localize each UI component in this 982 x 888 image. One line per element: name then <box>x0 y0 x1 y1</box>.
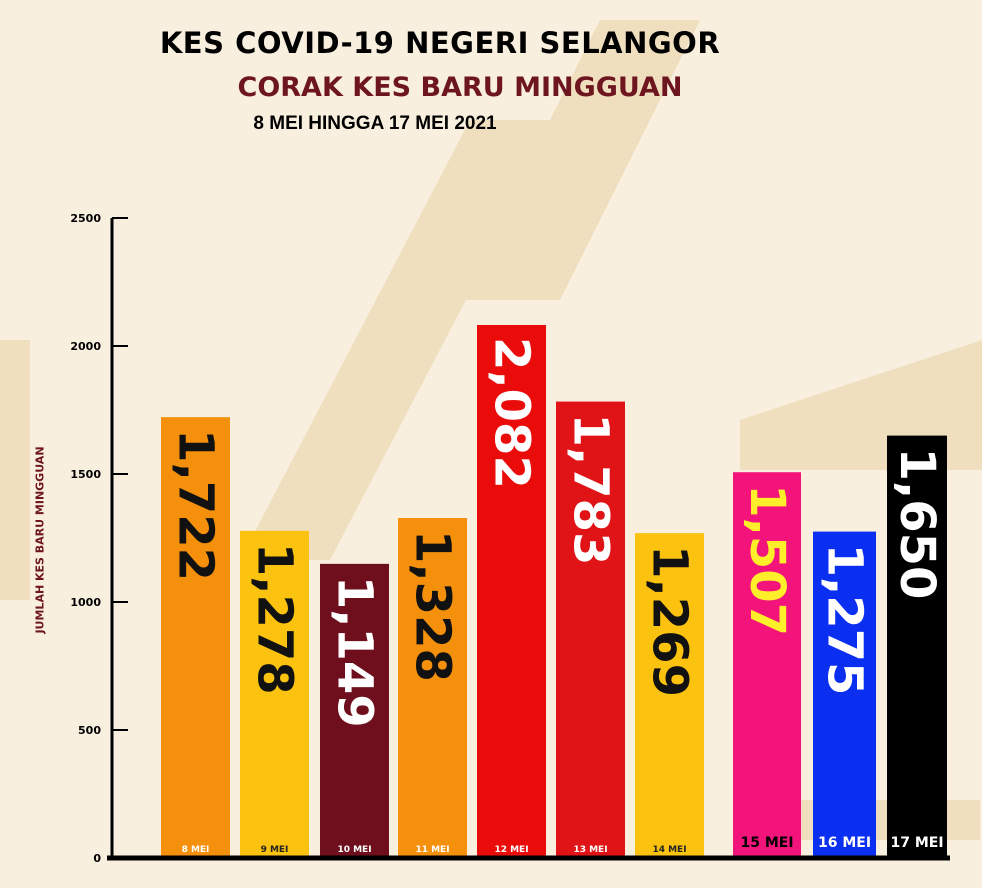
bar <box>320 563 389 858</box>
category-label: 15 MEI <box>740 835 793 851</box>
category-label: 16 MEI <box>818 835 871 851</box>
category-label: 10 MEI <box>337 845 371 855</box>
y-tick-label: 500 <box>78 724 101 737</box>
bar <box>887 435 947 858</box>
bar-value-label: 1,722 <box>168 429 224 581</box>
bar-value-label: 1,269 <box>642 545 698 697</box>
bar <box>635 533 704 858</box>
chart-title: KES COVID-19 NEGERI SELANGOR <box>159 26 721 60</box>
bar-value-label: 1,507 <box>739 484 795 636</box>
bar-group: 1,149 10 MEI <box>320 563 389 858</box>
category-label: 8 MEI <box>182 845 210 855</box>
bar-group: 1,328 11 MEI <box>398 518 467 858</box>
bar-group: 1,275 16 MEI <box>813 531 876 858</box>
y-tick-label: 2000 <box>70 340 101 353</box>
bar <box>556 401 625 858</box>
bar-group: 1,269 14 MEI <box>635 533 704 858</box>
bar <box>477 325 546 858</box>
bar <box>161 417 230 858</box>
category-label: 12 MEI <box>494 845 528 855</box>
chart-subtitle: CORAK KES BARU MINGGUAN <box>237 72 683 103</box>
bar <box>733 472 801 858</box>
bar <box>398 518 467 858</box>
bar-value-label: 2,082 <box>484 337 540 489</box>
bar <box>813 531 876 858</box>
bar-group: 1,507 15 MEI <box>733 472 801 858</box>
bar-group: 2,082 12 MEI <box>477 325 546 858</box>
category-label: 13 MEI <box>573 845 607 855</box>
y-tick-label: 0 <box>93 852 101 865</box>
bar-value-label: 1,328 <box>405 530 461 682</box>
date-range: 8 MEI HINGGA 17 MEI 2021 <box>253 113 497 134</box>
bar-group: 1,650 17 MEI <box>887 435 947 858</box>
y-tick-label: 2500 <box>70 212 101 225</box>
bar-group: 1,278 9 MEI <box>240 530 309 858</box>
bar-group: 1,722 8 MEI <box>161 417 230 858</box>
category-label: 9 MEI <box>261 845 289 855</box>
bar-value-label: 1,278 <box>247 543 303 695</box>
bar-value-label: 1,275 <box>817 544 873 696</box>
y-tick-label: 1500 <box>70 468 101 481</box>
bar-group: 1,783 13 MEI <box>556 401 625 858</box>
category-label: 11 MEI <box>415 845 449 855</box>
bar-value-label: 1,650 <box>889 448 945 600</box>
category-label: 14 MEI <box>652 845 686 855</box>
y-tick-label: 1000 <box>70 596 101 609</box>
bar-value-label: 1,149 <box>327 576 383 728</box>
bar <box>240 530 309 858</box>
bar-value-label: 1,783 <box>563 414 619 566</box>
category-label: 17 MEI <box>890 835 943 851</box>
